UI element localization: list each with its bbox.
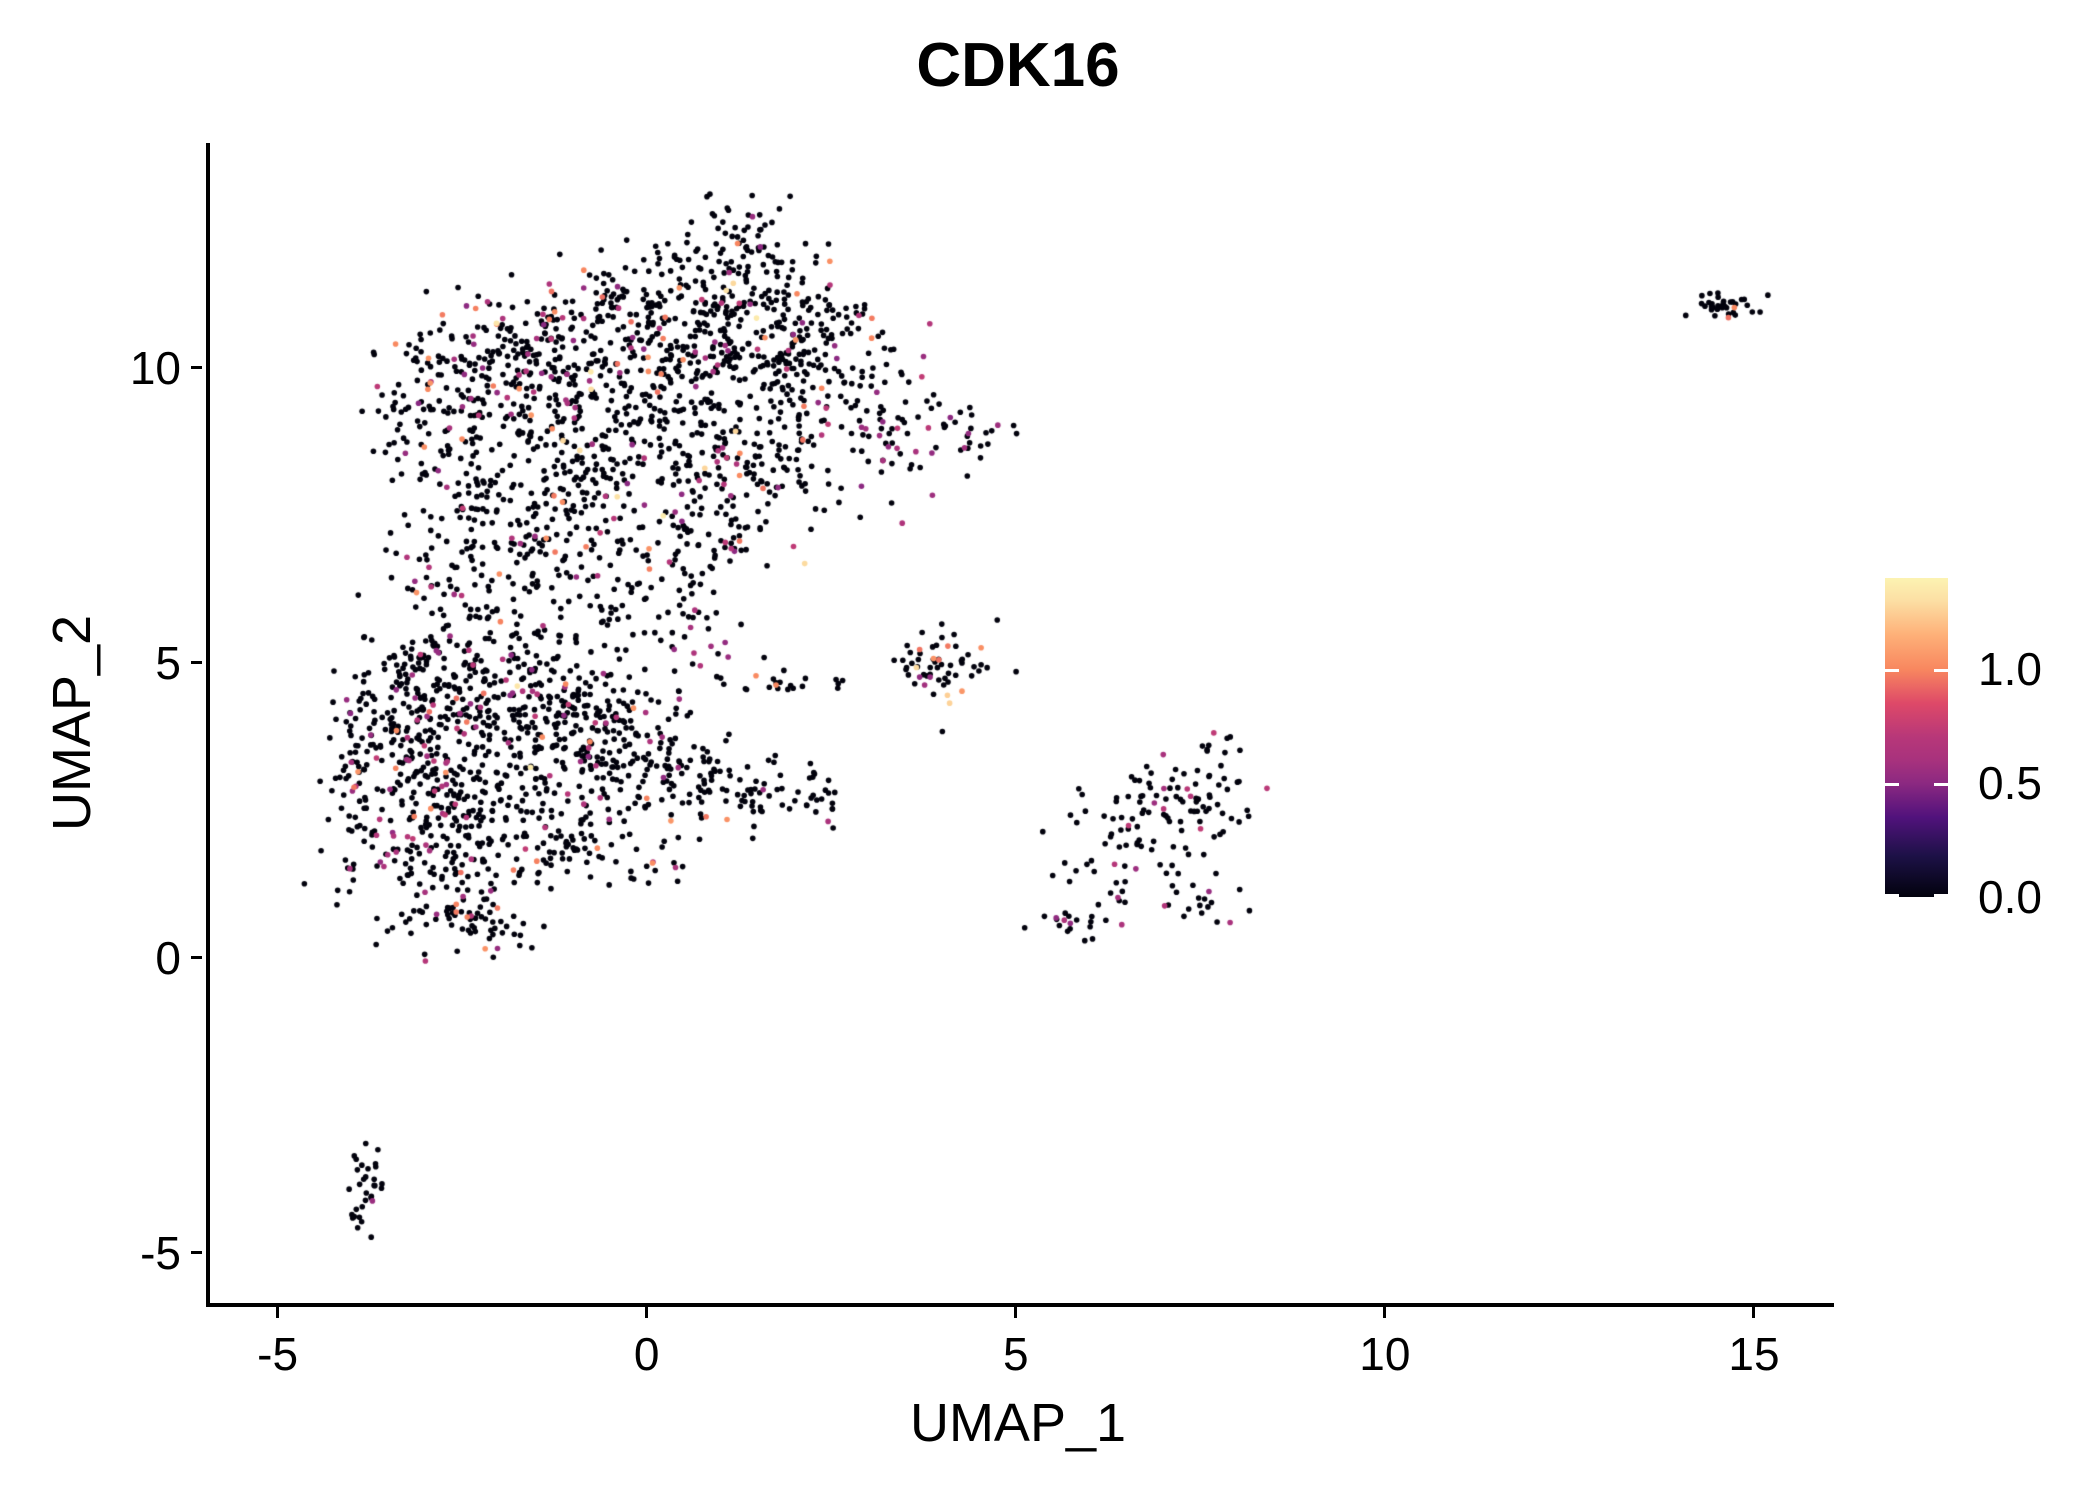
y-tick-label: 0 (155, 931, 181, 984)
legend-tick-label: 0.0 (1978, 871, 2042, 923)
y-tick-mark (191, 1251, 202, 1255)
legend-tick-mark (1934, 669, 1948, 673)
legend-tick-mark (1934, 783, 1948, 787)
y-tick-label: 5 (155, 636, 181, 689)
legend-tick-mark (1885, 894, 1899, 897)
y-axis-title: UMAP_2 (42, 614, 102, 832)
umap-scatter-canvas (210, 143, 1834, 1303)
x-tick-label: 15 (1728, 1328, 1780, 1380)
legend-tick-label: 1.0 (1978, 643, 2042, 696)
x-tick-label: 10 (1359, 1328, 1411, 1380)
plot-panel (206, 143, 1834, 1307)
y-tick-mark (191, 956, 202, 960)
y-tick-mark (191, 661, 202, 665)
x-axis-title: UMAP_1 (909, 1393, 1127, 1453)
legend-tick-mark (1885, 669, 1899, 673)
y-tick-label: -5 (140, 1226, 181, 1279)
x-tick-label: 0 (633, 1328, 660, 1380)
page-title: CDK16 (916, 31, 1120, 100)
x-tick-mark (276, 1307, 280, 1318)
x-tick-label: -5 (257, 1328, 299, 1380)
legend-tick-mark (1934, 894, 1948, 897)
y-tick-label: 10 (129, 341, 181, 394)
legend-tick-mark (1885, 783, 1899, 787)
x-tick-mark (1383, 1307, 1387, 1318)
legend-tick-label: 0.5 (1978, 757, 2042, 810)
x-tick-mark (645, 1307, 649, 1318)
y-tick-mark (191, 366, 202, 370)
x-tick-mark (1752, 1307, 1756, 1318)
x-tick-mark (1014, 1307, 1018, 1318)
x-tick-label: 5 (1002, 1328, 1029, 1380)
legend-colorbar (1885, 578, 1948, 897)
